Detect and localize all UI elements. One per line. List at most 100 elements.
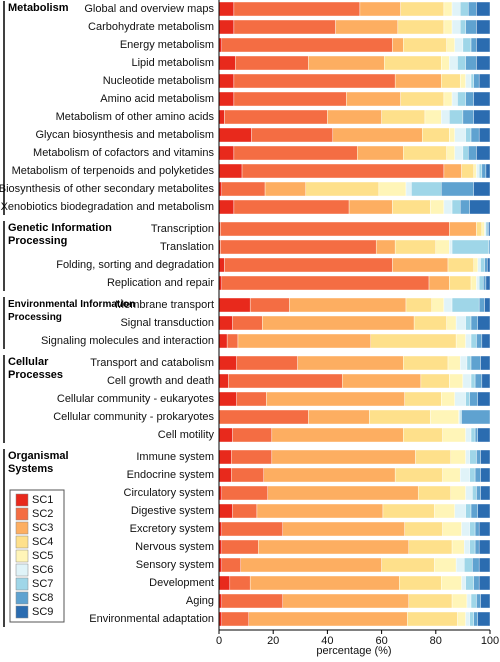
bar-segment [431,297,445,313]
legend-swatch [15,605,29,619]
bar-segment [221,485,268,501]
bar-segment [218,355,237,371]
bar-segment [454,503,466,519]
bar-segment [240,557,382,573]
bar-segment [218,503,233,519]
bar-segment [218,145,235,161]
bar-segment [228,373,343,389]
group-label: Cellular Processes [8,356,64,381]
bar-segment [457,91,466,107]
bar-segment [450,449,466,465]
bar-segment [441,391,455,407]
bar-segment [446,145,455,161]
x-tick-label: 40 [321,635,333,647]
legend-label: SC2 [32,508,53,520]
bar-segment [485,163,491,179]
bar-segment [230,449,273,465]
bar-segment [248,611,408,627]
bar-segment [476,37,491,53]
y-tick-label: Nucleotide metabolism [103,75,214,87]
bar-segment [450,485,466,501]
bar-segment [441,73,461,89]
bar-segment [459,1,469,17]
bar-segment [249,575,400,591]
bar-segment [224,257,393,273]
bar-segment [446,37,455,53]
bar-segment [465,449,470,465]
bar-segment [233,1,361,17]
bar-segment [480,593,491,609]
bar-segment [466,593,472,609]
y-tick-label: Circulatory system [124,487,214,499]
legend-label: SC6 [32,564,53,576]
bar-segment [441,55,450,71]
bar-segment [459,409,462,425]
bar-segment [477,503,491,519]
bar-segment [449,127,455,143]
bar-segment [455,557,465,573]
bar-segment [224,109,328,125]
bar-segment [470,315,479,331]
bar-segment [404,391,442,407]
bar-segment [461,521,470,537]
bar-segment [442,467,461,483]
legend-label: SC8 [32,592,53,604]
bar-segment [454,127,466,143]
bar-segment [451,91,458,107]
bar-segment [469,449,477,465]
bar-segment [477,257,481,273]
bar-segment [369,409,431,425]
bar-segment [474,521,480,537]
bar-segment [469,539,476,555]
bar-segment [263,467,396,483]
bar-segment [218,1,235,17]
bar-segment [233,19,336,35]
bar-segment [357,145,404,161]
y-tick-label: Metabolism of cofactors and vitamins [33,147,214,159]
bar-segment [232,503,258,519]
bar-segment [434,557,457,573]
bar-segment [457,55,466,71]
bar-segment [459,355,468,371]
bar-segment [218,127,252,143]
bar-segment [459,73,466,89]
bar-segment [464,539,470,555]
bar-segment [221,539,259,555]
y-tick-label: Cellular community - eukaryotes [57,393,215,405]
bar-segment [408,593,453,609]
y-tick-label: Transport and catabolism [90,357,214,369]
bar-segment [297,355,404,371]
bar-segment [465,333,472,349]
bar-segment [415,449,451,465]
bar-segment [308,55,385,71]
legend-label: SC7 [32,578,53,590]
bar-segment [308,409,370,425]
bar-segment [487,257,491,273]
bar-segment [478,539,491,555]
bar-segment [392,37,404,53]
bar-segment [443,163,462,179]
bar-segment [478,575,491,591]
bar-segment [221,37,393,53]
y-tick-label: Immune system [136,451,214,463]
bar-segment [394,239,436,255]
bar-segment [464,557,473,573]
bar-segment [451,297,480,313]
bar-segment [422,127,450,143]
bar-segment [476,145,491,161]
bar-segment [465,391,470,407]
bar-segment [442,427,466,443]
bar-segment [218,409,309,425]
bar-segment [218,315,233,331]
bar-segment [233,91,347,107]
bar-segment [477,427,491,443]
legend-label: SC5 [32,550,53,562]
bar-segment [394,73,442,89]
bar-segment [235,55,309,71]
bar-segment [465,19,477,35]
legend-swatch [15,549,29,563]
bar-segment [449,239,453,255]
group-label: Environmental Information Processing [8,299,136,323]
bar-segment [476,485,481,501]
